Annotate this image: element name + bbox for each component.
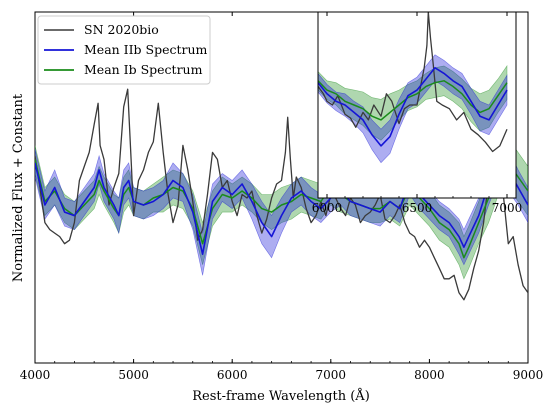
main-line-mean-iib (35, 158, 528, 255)
main-tick-label-9000: 9000 (513, 368, 544, 382)
main-band-mean-iib (35, 137, 528, 276)
y-axis-label: Normalized Flux + Constant (11, 93, 26, 282)
main-tick-label-4000: 4000 (20, 368, 51, 382)
inset-series-layer (318, 12, 508, 164)
legend-label-mean-iib: Mean IIb Spectrum (84, 42, 208, 57)
main-line-sn2020bio (35, 88, 528, 301)
main-plot-content (35, 88, 528, 301)
legend-entry-sn2020bio: SN 2020bio (44, 22, 159, 37)
inset-band-mean-iib (318, 54, 508, 164)
main-tick-label-7000: 7000 (316, 368, 347, 382)
legend-label-sn2020bio: SN 2020bio (84, 22, 159, 37)
legend: SN 2020bio Mean IIb Spectrum Mean Ib Spe… (37, 15, 211, 85)
legend-box (37, 15, 211, 85)
main-plot: 4000 5000 6000 7000 8000 9000 Rest-frame Wave… (11, 11, 544, 404)
main-series-layer (35, 88, 528, 301)
main-band-mean-ib (35, 137, 528, 280)
legend-label-mean-ib: Mean Ib Spectrum (84, 62, 203, 77)
inset-line-mean-iib (318, 67, 508, 147)
inset-tick-label-6500: 6500 (402, 201, 433, 215)
inset-plot-content (318, 12, 508, 164)
legend-entry-mean-ib: Mean Ib Spectrum (44, 62, 203, 77)
main-tick-label-5000: 5000 (118, 368, 149, 382)
inset-line-sn2020bio (318, 12, 508, 153)
legend-entry-mean-iib: Mean IIb Spectrum (44, 42, 208, 57)
inset-x-ticks: 6000 6500 7000 (312, 12, 523, 215)
inset-tick-label-6000: 6000 (312, 201, 343, 215)
main-line-mean-ib (35, 159, 528, 259)
inset-plot: 6000 6500 7000 (312, 11, 523, 215)
inset-tick-label-7000: 7000 (492, 201, 523, 215)
main-tick-label-8000: 8000 (414, 368, 445, 382)
x-axis-label: Rest-frame Wavelength (Å) (192, 388, 370, 404)
main-tick-label-6000: 6000 (217, 368, 248, 382)
